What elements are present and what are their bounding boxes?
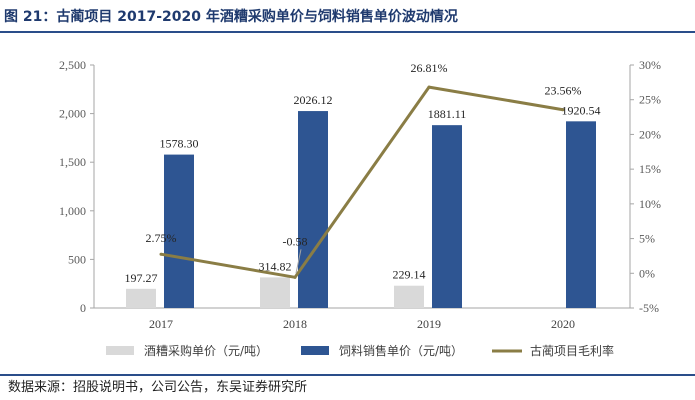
margin-point <box>561 108 565 112</box>
left-axis: 0 500 1,000 1,500 2,000 2,500 <box>59 58 95 315</box>
x-axis: 2017 2018 2019 2020 <box>94 307 630 331</box>
right-tick-label: 20% <box>639 127 661 141</box>
bar-feed-price <box>164 154 194 308</box>
left-tick-label: 0 <box>80 301 86 315</box>
bar-feed-price <box>432 125 462 309</box>
bars <box>126 111 596 309</box>
right-tick-label: 0% <box>639 266 655 280</box>
bar-value-label: 314.82 <box>259 259 292 273</box>
line-value-label: -0.58 <box>283 234 308 248</box>
x-tick-label: 2017 <box>149 317 173 331</box>
source-divider <box>0 374 695 376</box>
bar-value-label: 2026.12 <box>294 93 333 107</box>
right-tick-label: -5% <box>639 301 659 315</box>
bar-feed-price <box>298 111 328 309</box>
legend-label: 酒糟采购单价（元/吨） <box>144 343 268 358</box>
x-tick-label: 2018 <box>283 317 307 331</box>
left-tick-label: 500 <box>68 252 86 266</box>
right-tick-label: 5% <box>639 232 655 246</box>
x-tick-label: 2019 <box>417 317 441 331</box>
line-value-label: 26.81% <box>411 61 448 75</box>
right-tick-label: 25% <box>639 93 661 107</box>
left-tick-label: 2,500 <box>59 58 86 72</box>
chart: 0 500 1,000 1,500 2,000 2,500 -5% 0% 5% 10% 15% 20… <box>59 58 661 358</box>
bar-value-label: 1881.11 <box>428 107 467 121</box>
legend: 酒糟采购单价（元/吨） 饲料销售单价（元/吨） 古蔺项目毛利率 <box>106 343 614 358</box>
bar-value-label: 1920.54 <box>562 103 601 117</box>
right-axis: -5% 0% 5% 10% 15% 20% 25% 30% <box>629 58 661 315</box>
x-tick-label: 2020 <box>551 317 575 331</box>
source-note: 数据来源：招股说明书，公司公告，东吴证券研究所 <box>8 380 308 395</box>
bar-distillers-grains <box>260 277 290 308</box>
title-divider <box>0 31 695 33</box>
line-value-label: 2.75% <box>146 231 177 245</box>
bar-value-label: 197.27 <box>125 271 158 285</box>
legend-swatch <box>106 346 134 355</box>
margin-point <box>293 275 297 279</box>
bar-value-label: 1578.30 <box>160 137 199 151</box>
bar-value-label: 229.14 <box>393 268 426 282</box>
left-tick-label: 1,000 <box>59 204 86 218</box>
legend-label: 饲料销售单价（元/吨） <box>339 343 463 358</box>
legend-swatch <box>301 346 329 355</box>
margin-line <box>160 85 564 279</box>
right-tick-label: 10% <box>639 197 661 211</box>
bar-distillers-grains <box>394 285 424 308</box>
margin-point <box>427 85 431 89</box>
margin-point <box>159 252 163 256</box>
legend-label: 古蔺项目毛利率 <box>530 343 614 358</box>
bar-feed-price <box>566 121 596 308</box>
data-labels: 197.27 314.82 229.14 1578.30 2026.12 1881.11 1… <box>125 61 601 285</box>
right-tick-label: 30% <box>639 58 661 72</box>
line-series <box>159 85 565 279</box>
right-tick-label: 15% <box>639 162 661 176</box>
bar-distillers-grains <box>126 288 156 308</box>
left-tick-label: 2,000 <box>59 107 86 121</box>
label-leader-line <box>295 249 302 274</box>
figure-title: 图 21：古蔺项目 2017-2020 年酒糟采购单价与饲料销售单价波动情况 <box>4 9 458 25</box>
line-value-label: 23.56% <box>545 84 582 98</box>
left-tick-label: 1,500 <box>59 155 86 169</box>
